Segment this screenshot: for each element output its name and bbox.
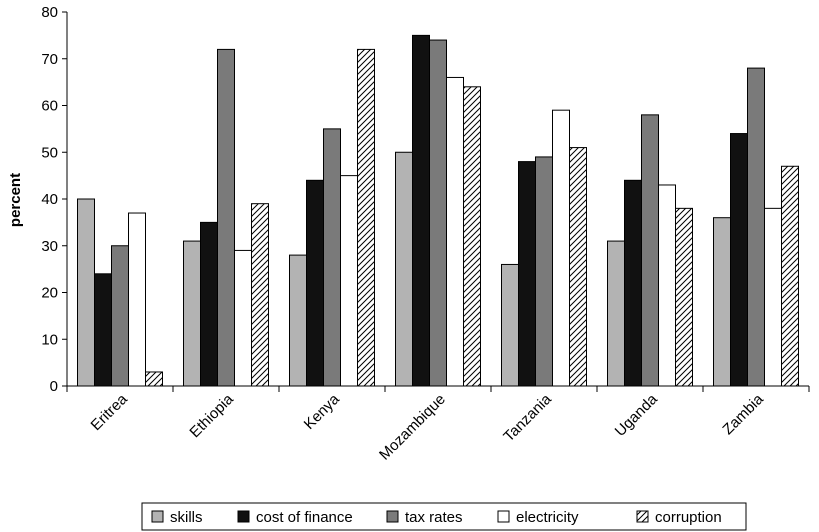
y-tick-label: 0 [50,378,58,395]
y-tick-label: 50 [41,144,58,161]
bar-corruption-ethiopia [251,203,269,387]
bar-electricity-tanzania [552,109,570,387]
legend-swatch [497,510,510,523]
bar-cost-of-finance-mozambique [412,34,430,387]
y-tick-label: 10 [41,331,58,348]
bar-electricity-eritrea [128,212,146,387]
bar-corruption-eritrea [145,371,163,387]
bar-tax-rates-kenya [323,128,341,387]
y-axis-label: percent [7,173,24,227]
legend-swatch [386,510,399,523]
legend-label: tax rates [405,509,463,526]
y-tick-label: 40 [41,191,58,208]
bar-corruption-mozambique [463,86,481,387]
y-tick-label: 20 [41,285,58,302]
bar-tax-rates-ethiopia [217,48,235,387]
bar-cost-of-finance-kenya [306,179,324,387]
bar-corruption-tanzania [569,147,587,387]
bar-cost-of-finance-ethiopia [200,221,218,387]
bar-tax-rates-zambia [747,67,765,387]
bar-corruption-kenya [357,48,375,387]
y-tick-label: 70 [41,51,58,68]
bar-tax-rates-uganda [641,114,659,387]
category-label: Tanzania [500,390,555,445]
bar-electricity-uganda [658,184,676,387]
bar-electricity-zambia [764,207,782,387]
category-label: Uganda [612,390,662,440]
legend-swatch [237,510,250,523]
legend: skills cost of finance tax rates electricit… [141,502,747,531]
y-tick-label: 30 [41,238,58,255]
bar-cost-of-finance-uganda [624,179,642,387]
legend-swatch [636,510,649,523]
category-label: Zambia [719,390,767,438]
bar-cost-of-finance-eritrea [94,273,112,387]
bar-skills-kenya [289,254,307,387]
bar-skills-zambia [713,217,731,387]
bar-tax-rates-mozambique [429,39,447,387]
bar-cost-of-finance-zambia [730,133,748,387]
bar-electricity-mozambique [446,76,464,387]
bar-skills-eritrea [77,198,95,387]
bar-skills-uganda [607,240,625,387]
legend-label: cost of finance [256,509,353,526]
bar-skills-ethiopia [183,240,201,387]
bar-corruption-zambia [781,165,799,387]
legend-label: skills [170,509,203,526]
legend-label: corruption [655,509,722,526]
y-tick-label: 60 [41,98,58,115]
legend-label: electricity [516,509,579,526]
bar-electricity-ethiopia [234,249,252,387]
category-label: Mozambique [376,391,449,464]
category-label: Eritrea [88,390,132,434]
bars [77,34,799,387]
bar-corruption-uganda [675,207,693,387]
legend-swatch [151,510,164,523]
bar-electricity-kenya [340,175,358,387]
bar-cost-of-finance-tanzania [518,161,536,387]
bar-skills-tanzania [501,263,519,387]
category-label: Kenya [301,390,344,433]
bar-skills-mozambique [395,151,413,387]
bar-tax-rates-eritrea [111,245,129,387]
category-label: Ethiopia [186,390,237,441]
bar-tax-rates-tanzania [535,156,553,387]
y-tick-label: 80 [41,4,58,21]
